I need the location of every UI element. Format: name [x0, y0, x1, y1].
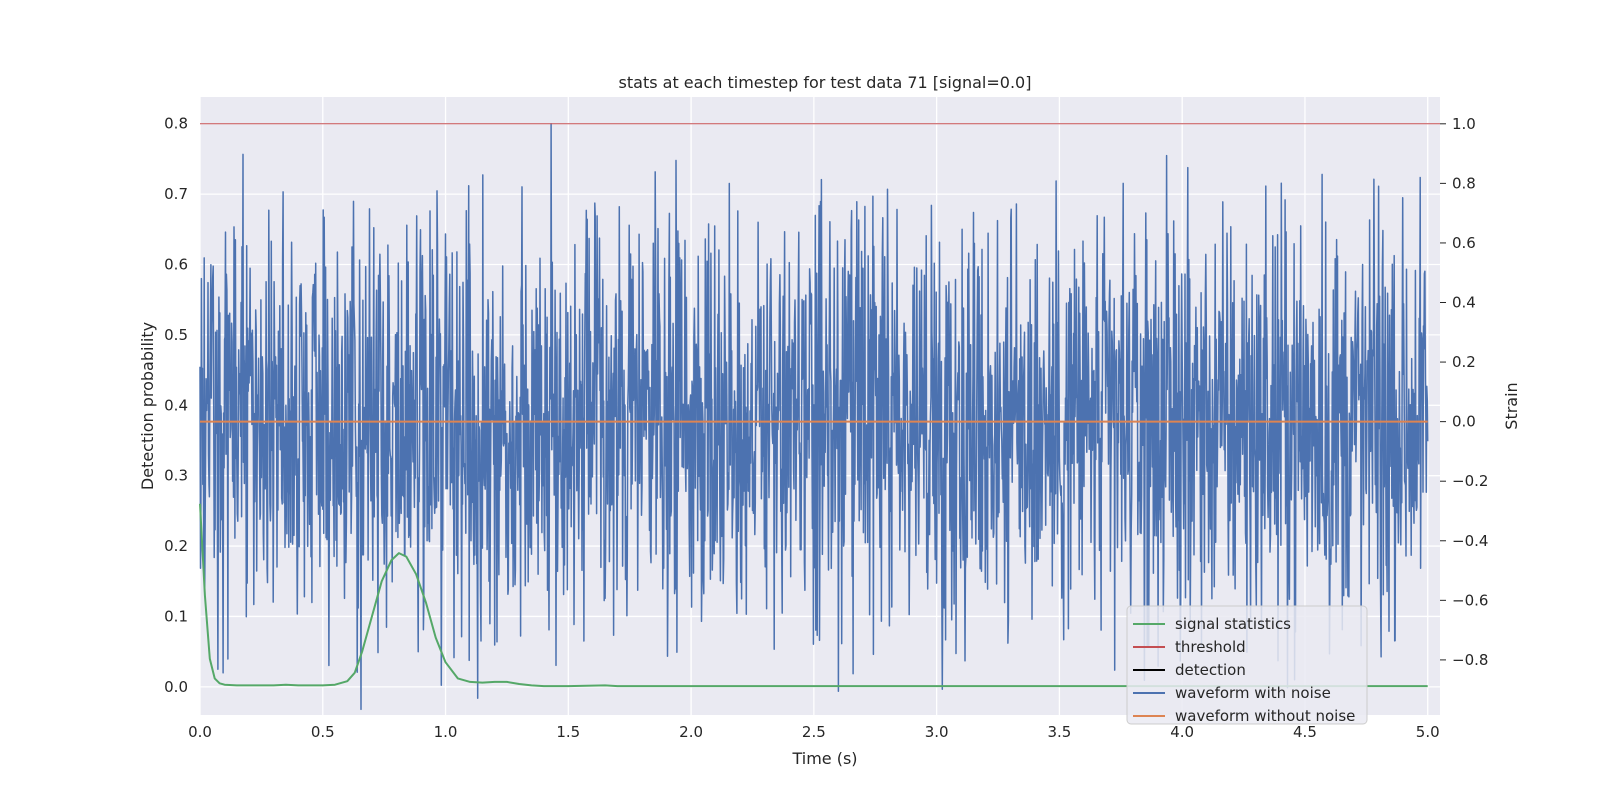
legend-label: waveform with noise	[1175, 684, 1331, 702]
y2-axis-label: Strain	[1502, 382, 1521, 429]
y2-tick-label: 0.6	[1452, 234, 1476, 252]
legend: signal statistics threshold detection wavef…	[1126, 605, 1368, 725]
x-tick-label: 0.0	[188, 723, 212, 741]
y-tick-label: 0.3	[164, 467, 188, 485]
y-tick-label: 0.6	[164, 256, 188, 274]
y-tick-label: 0.0	[164, 678, 188, 696]
x-tick-label: 2.5	[802, 723, 826, 741]
legend-label: waveform without noise	[1175, 707, 1355, 725]
y-tick-label: 0.7	[164, 185, 188, 203]
series-signal-statistics	[199, 503, 1428, 688]
y2-tick-label: −0.6	[1452, 591, 1488, 609]
y2-tick-label: −0.2	[1452, 472, 1488, 490]
series-layer	[199, 123, 1440, 711]
y2-tick-label: 0.4	[1452, 294, 1476, 312]
y-tick-label: 0.4	[164, 396, 188, 414]
x-tick-label: 4.5	[1293, 723, 1317, 741]
series-waveform-with-noise	[199, 123, 1429, 711]
y2-tick-label: −0.8	[1452, 651, 1488, 669]
y-tick-label: 0.1	[164, 607, 188, 625]
y-tick-label: 0.5	[164, 326, 188, 344]
y2-tick-label: 0.8	[1452, 174, 1476, 192]
y-tick-labels: 0.0 0.1 0.2 0.3 0.4 0.5 0.6 0.7 0.8	[164, 115, 188, 696]
y2-tick-label: 0.0	[1452, 413, 1476, 431]
y2-tick-label: 1.0	[1452, 115, 1476, 133]
x-tick-label: 2.0	[679, 723, 703, 741]
x-tick-label: 1.5	[556, 723, 580, 741]
legend-box	[1126, 605, 1368, 725]
x-tick-label: 1.0	[434, 723, 458, 741]
legend-label: signal statistics	[1175, 615, 1291, 633]
x-tick-labels: 0.0 0.5 1.0 1.5 2.0 2.5 3.0 3.5 4.0 4.5 5.0	[188, 723, 1440, 741]
legend-label: detection	[1175, 661, 1246, 679]
y-axis-label: Detection probability	[138, 322, 157, 490]
x-tick-label: 3.0	[925, 723, 949, 741]
y2-tick-label: −0.4	[1452, 532, 1488, 550]
y-tick-label: 0.8	[164, 115, 188, 133]
chart-title: stats at each timestep for test data 71 …	[619, 73, 1032, 92]
x-axis-label: Time (s)	[791, 749, 857, 768]
y2-tick-labels: −0.8 −0.6 −0.4 −0.2 0.0 0.2 0.4 0.6 0.8 1.0	[1440, 115, 1488, 669]
x-tick-label: 3.5	[1047, 723, 1071, 741]
x-tick-label: 4.0	[1170, 723, 1194, 741]
y2-tick-label: 0.2	[1452, 353, 1476, 371]
x-tick-label: 5.0	[1416, 723, 1440, 741]
legend-label: threshold	[1175, 638, 1246, 656]
x-tick-label: 0.5	[311, 723, 335, 741]
y-tick-label: 0.2	[164, 537, 188, 555]
